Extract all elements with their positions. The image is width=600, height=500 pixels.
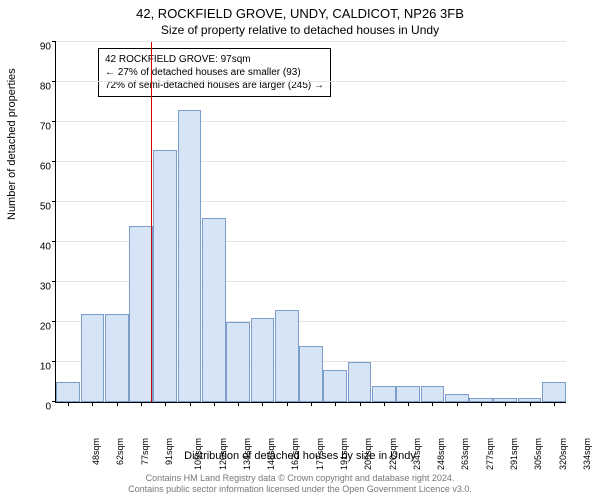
- x-tick-mark: [335, 402, 336, 406]
- y-tick-mark: [52, 281, 56, 282]
- annotation-line: 42 ROCKFIELD GROVE: 97sqm: [105, 53, 324, 66]
- gridline: [56, 121, 566, 122]
- x-tick-mark: [432, 402, 433, 406]
- y-tick-label: 10: [26, 362, 51, 373]
- y-tick-mark: [52, 121, 56, 122]
- x-tick-mark: [141, 402, 142, 406]
- x-tick-mark: [214, 402, 215, 406]
- x-tick-mark: [165, 402, 166, 406]
- x-tick-mark: [384, 402, 385, 406]
- x-tick-mark: [505, 402, 506, 406]
- y-tick-label: 70: [26, 122, 51, 133]
- bar: [275, 310, 299, 402]
- reference-line: [151, 42, 152, 402]
- y-tick-mark: [52, 41, 56, 42]
- y-tick-label: 50: [26, 202, 51, 213]
- x-tick-mark: [68, 402, 69, 406]
- bar: [299, 346, 323, 402]
- x-tick-mark: [238, 402, 239, 406]
- bar: [323, 370, 347, 402]
- x-tick-mark: [408, 402, 409, 406]
- x-axis-label: Distribution of detached houses by size …: [0, 450, 600, 462]
- x-tick-mark: [554, 402, 555, 406]
- x-tick-mark: [262, 402, 263, 406]
- x-tick-mark: [457, 402, 458, 406]
- bar: [202, 218, 226, 402]
- bar: [56, 382, 80, 402]
- footer-line: Contains public sector information licen…: [0, 484, 600, 496]
- y-tick-mark: [52, 161, 56, 162]
- annotation-line: ← 27% of detached houses are smaller (93…: [105, 66, 324, 79]
- bar: [421, 386, 445, 402]
- x-tick-mark: [360, 402, 361, 406]
- bar: [348, 362, 372, 402]
- y-tick-mark: [52, 321, 56, 322]
- bar: [226, 322, 250, 402]
- bar: [129, 226, 153, 402]
- y-tick-label: 30: [26, 282, 51, 293]
- x-tick-mark: [190, 402, 191, 406]
- x-tick-mark: [311, 402, 312, 406]
- x-tick-mark: [530, 402, 531, 406]
- x-tick-mark: [287, 402, 288, 406]
- gridline: [56, 201, 566, 202]
- bar: [445, 394, 469, 402]
- y-tick-label: 40: [26, 242, 51, 253]
- y-tick-mark: [52, 241, 56, 242]
- y-tick-label: 90: [26, 42, 51, 53]
- gridline: [56, 81, 566, 82]
- bar: [178, 110, 202, 402]
- x-tick-mark: [117, 402, 118, 406]
- bar: [105, 314, 129, 402]
- x-tick-mark: [92, 402, 93, 406]
- bar: [396, 386, 420, 402]
- plot-area: 42 ROCKFIELD GROVE: 97sqm ← 27% of detac…: [55, 42, 566, 403]
- bar: [153, 150, 177, 402]
- y-tick-label: 80: [26, 82, 51, 93]
- bar: [81, 314, 105, 402]
- footer-line: Contains HM Land Registry data © Crown c…: [0, 473, 600, 485]
- chart-subtitle: Size of property relative to detached ho…: [0, 21, 600, 37]
- footer-text: Contains HM Land Registry data © Crown c…: [0, 473, 600, 496]
- bar: [372, 386, 396, 402]
- y-tick-mark: [52, 201, 56, 202]
- chart-container: 42, ROCKFIELD GROVE, UNDY, CALDICOT, NP2…: [0, 0, 600, 500]
- y-tick-label: 0: [26, 402, 51, 413]
- gridline: [56, 41, 566, 42]
- y-tick-mark: [52, 81, 56, 82]
- gridline: [56, 161, 566, 162]
- x-tick-mark: [481, 402, 482, 406]
- chart-title: 42, ROCKFIELD GROVE, UNDY, CALDICOT, NP2…: [0, 0, 600, 21]
- y-tick-mark: [52, 361, 56, 362]
- y-axis-label: Number of detached properties: [6, 68, 18, 220]
- y-tick-label: 20: [26, 322, 51, 333]
- annotation-box: 42 ROCKFIELD GROVE: 97sqm ← 27% of detac…: [98, 48, 331, 97]
- y-tick-label: 60: [26, 162, 51, 173]
- bar: [542, 382, 566, 402]
- bar: [251, 318, 275, 402]
